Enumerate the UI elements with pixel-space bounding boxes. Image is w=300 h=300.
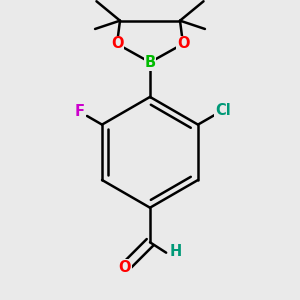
Text: Cl: Cl <box>215 103 231 118</box>
Text: F: F <box>75 104 85 119</box>
Text: O: O <box>118 260 131 275</box>
Text: O: O <box>177 36 189 51</box>
Text: H: H <box>169 244 182 259</box>
Text: O: O <box>111 36 123 51</box>
Text: B: B <box>144 55 156 70</box>
